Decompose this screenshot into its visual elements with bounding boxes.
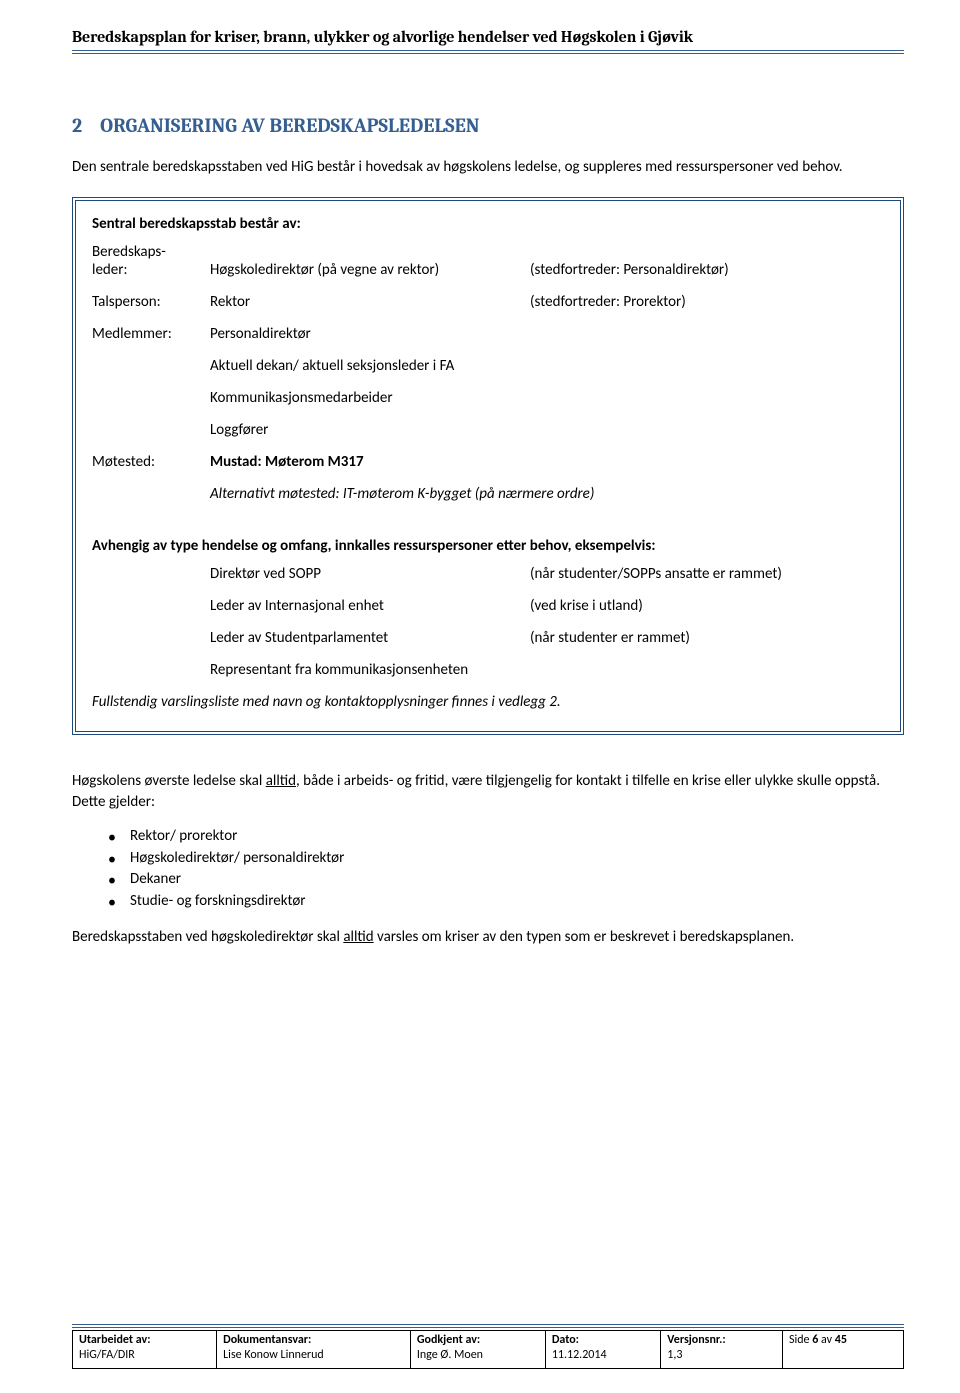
footer-cell: Dokumentansvar: Lise Konow Linnerud bbox=[217, 1330, 411, 1368]
staff-member-extra: Kommunikasjonsmedarbeider bbox=[92, 389, 884, 407]
footer-cell: Utarbeidet av: HiG/FA/DIR bbox=[73, 1330, 217, 1368]
footer-cell: Versjonsnr.: 1,3 bbox=[661, 1330, 783, 1368]
meeting-row: Møtested: Mustad: Møterom M317 bbox=[92, 453, 884, 471]
staff-row-label: Talsperson: bbox=[92, 293, 210, 311]
staff-member-extra: Loggfører bbox=[92, 421, 884, 439]
resource-role: Representant fra kommunikasjonsenheten bbox=[210, 661, 468, 679]
after-box: Høgskolens øverste ledelse skal alltid, … bbox=[72, 771, 904, 947]
footer-table: Utarbeidet av: HiG/FA/DIR Dokumentansvar… bbox=[72, 1330, 904, 1369]
staff-row-label: Medlemmer: bbox=[92, 325, 210, 343]
resource-row: Representant fra kommunikasjonsenheten bbox=[92, 661, 884, 679]
footer-rule bbox=[72, 1324, 904, 1328]
staff-row: Beredskaps- leder: Høgskoledirektør (på … bbox=[92, 243, 884, 279]
intro-paragraph: Den sentrale beredskapsstaben ved HiG be… bbox=[72, 157, 904, 177]
list-item: Rektor/ prorektor bbox=[108, 826, 904, 848]
staff-row-note: (stedfortreder: Personaldirektør) bbox=[530, 243, 884, 279]
section-title-text: ORGANISERING AV BEREDSKAPSLEDELSEN bbox=[100, 114, 479, 137]
list-item: Dekaner bbox=[108, 869, 904, 891]
page-footer: Utarbeidet av: HiG/FA/DIR Dokumentansvar… bbox=[72, 1324, 904, 1369]
resource-row: Direktør ved SOPP (når studenter/SOPPs a… bbox=[92, 565, 884, 583]
staff-row: Medlemmer: Personaldirektør bbox=[92, 325, 884, 343]
box-resources-title: Avhengig av type hendelse og omfang, inn… bbox=[92, 537, 884, 555]
staff-row: Talsperson: Rektor (stedfortreder: Prore… bbox=[92, 293, 884, 311]
section-number: 2 bbox=[72, 114, 82, 137]
staff-member-extra: Aktuell dekan/ aktuell seksjonsleder i F… bbox=[92, 357, 884, 375]
resource-note: (ved krise i utland) bbox=[530, 597, 884, 615]
meeting-value: Mustad: Møterom M317 bbox=[210, 453, 530, 471]
staff-row-note: (stedfortreder: Prorektor) bbox=[530, 293, 884, 311]
staff-row-note bbox=[530, 325, 884, 343]
alt-meeting: Alternativt møtested: IT-møterom K-bygge… bbox=[92, 485, 884, 503]
header-title: Beredskapsplan for kriser, brann, ulykke… bbox=[72, 28, 693, 46]
staff-row-value: Rektor bbox=[210, 293, 530, 311]
meeting-label: Møtested: bbox=[92, 453, 210, 471]
page-header: Beredskapsplan for kriser, brann, ulykke… bbox=[72, 28, 904, 54]
resource-note: (når studenter/SOPPs ansatte er rammet) bbox=[530, 565, 884, 583]
staff-row-value: Høgskoledirektør (på vegne av rektor) bbox=[210, 243, 530, 279]
list-item: Høgskoledirektør/ personaldirektør bbox=[108, 848, 904, 870]
footer-page-cell: Side 6 av 45 bbox=[782, 1330, 903, 1368]
availability-paragraph: Høgskolens øverste ledelse skal alltid, … bbox=[72, 771, 904, 812]
staff-row-label: Beredskaps- leder: bbox=[92, 243, 210, 279]
resource-row: Leder av Internasjonal enhet (ved krise … bbox=[92, 597, 884, 615]
resource-role: Leder av Studentparlamentet bbox=[210, 629, 530, 647]
notify-paragraph: Beredskapsstaben ved høgskoledirektør sk… bbox=[72, 927, 904, 947]
box-footnote: Fullstendig varslingsliste med navn og k… bbox=[92, 693, 884, 711]
resource-note: (når studenter er rammet) bbox=[530, 629, 884, 647]
box-staff: Sentral beredskapsstab består av: Bereds… bbox=[72, 197, 904, 735]
staff-row-value: Personaldirektør bbox=[210, 325, 530, 343]
list-item: Studie- og forskningsdirektør bbox=[108, 891, 904, 913]
section-heading: 2 ORGANISERING AV BEREDSKAPSLEDELSEN bbox=[72, 114, 904, 137]
box-staff-title: Sentral beredskapsstab består av: bbox=[92, 215, 884, 233]
resource-role: Leder av Internasjonal enhet bbox=[210, 597, 530, 615]
page: Beredskapsplan for kriser, brann, ulykke… bbox=[0, 0, 960, 1393]
resource-row: Leder av Studentparlamentet (når student… bbox=[92, 629, 884, 647]
footer-cell: Godkjent av: Inge Ø. Moen bbox=[410, 1330, 545, 1368]
resource-role: Direktør ved SOPP bbox=[210, 565, 530, 583]
leadership-list: Rektor/ prorektor Høgskoledirektør/ pers… bbox=[72, 826, 904, 913]
footer-cell: Dato: 11.12.2014 bbox=[545, 1330, 660, 1368]
